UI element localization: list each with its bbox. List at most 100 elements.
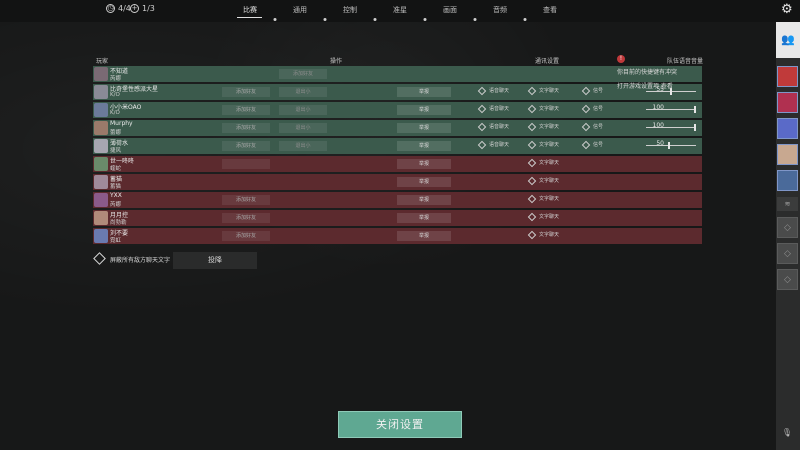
report-button[interactable]: 举报 bbox=[397, 177, 451, 187]
ping-toggle[interactable]: 信号 bbox=[581, 140, 603, 149]
volume-value: 100 bbox=[652, 104, 664, 111]
table-row-enemy: 蓄猫 蓄猫 举报 文字聊天 bbox=[93, 174, 702, 190]
leave-party-button[interactable]: 退出小 bbox=[279, 87, 327, 97]
add-friend-button[interactable]: 添加好友 bbox=[222, 141, 270, 151]
text-chat-label: 文字聊天 bbox=[539, 142, 560, 148]
report-button[interactable]: 举报 bbox=[397, 195, 451, 205]
voice-chat-toggle[interactable]: 语音聊天 bbox=[477, 122, 509, 131]
tab-match[interactable]: 比赛 bbox=[243, 6, 257, 14]
ping-toggle[interactable]: 信号 bbox=[581, 122, 603, 131]
text-chat-toggle[interactable]: 文字聊天 bbox=[527, 230, 559, 239]
add-friend-button[interactable]: 添加好友 bbox=[222, 213, 270, 223]
player-name: 不知道 bbox=[110, 68, 129, 75]
avatar bbox=[94, 175, 108, 189]
warning-icon: ! bbox=[617, 55, 625, 63]
friend-portrait[interactable] bbox=[777, 92, 798, 113]
ping-label: 信号 bbox=[593, 88, 604, 94]
clock-icon: ◷ bbox=[106, 4, 115, 13]
agent-name: 蝰蛇 bbox=[110, 166, 122, 172]
add-friend-button[interactable]: 添加好友 bbox=[222, 105, 270, 115]
tab-crosshair[interactable]: 准星 bbox=[393, 6, 407, 14]
diamond-check-icon bbox=[527, 230, 537, 239]
friend-portrait[interactable] bbox=[777, 144, 798, 165]
friend-portrait[interactable] bbox=[777, 118, 798, 139]
friend-portrait[interactable] bbox=[777, 66, 798, 87]
party-divider-icon: ≋ bbox=[777, 197, 798, 211]
mute-enemy-text-label: 屏蔽所有敌方聊天文字 bbox=[110, 257, 171, 264]
keybind-conflict-warning: 你目前的快捷键有冲突 bbox=[617, 69, 678, 76]
tab-video[interactable]: 画面 bbox=[443, 6, 457, 14]
text-chat-toggle[interactable]: 文字聊天 bbox=[527, 158, 559, 167]
agent-name: 捷风 bbox=[110, 148, 122, 154]
mic-icon[interactable]: 🎙 bbox=[781, 428, 792, 437]
add-friend-button[interactable]: 添加好友 bbox=[222, 195, 270, 205]
table-row-enemy: 月月控 尚勃勒 添加好友 举报 文字聊天 bbox=[93, 210, 702, 226]
report-button[interactable]: 举报 bbox=[397, 231, 451, 241]
report-button[interactable]: 举报 bbox=[397, 141, 451, 151]
diamond-check-icon bbox=[477, 122, 487, 131]
volume-slider[interactable] bbox=[646, 88, 696, 95]
volume-slider-knob[interactable] bbox=[694, 124, 696, 131]
queue-counter: + 1/3 bbox=[130, 4, 155, 13]
text-chat-toggle[interactable]: 文字聊天 bbox=[527, 104, 559, 113]
surrender-button[interactable]: 投降 bbox=[173, 252, 257, 269]
avatar bbox=[94, 211, 108, 225]
voice-chat-toggle[interactable]: 语音聊天 bbox=[477, 104, 509, 113]
add-friend-button[interactable]: 添加好友 bbox=[222, 123, 270, 133]
leave-party-button[interactable]: 退出小 bbox=[279, 123, 327, 133]
text-chat-toggle[interactable]: 文字聊天 bbox=[527, 140, 560, 149]
leave-party-button[interactable]: 退出小 bbox=[279, 105, 327, 115]
player-name: 小小米OAO bbox=[110, 104, 142, 111]
diamond-check-icon bbox=[581, 86, 591, 95]
tab-audio[interactable]: 音频 bbox=[493, 6, 507, 14]
player-name: 薄荷水 bbox=[110, 140, 129, 147]
volume-slider[interactable] bbox=[646, 124, 696, 131]
add-friend-button[interactable]: 添加好友 bbox=[222, 231, 270, 241]
leave-party-button[interactable]: 退出小 bbox=[279, 141, 327, 151]
ping-toggle[interactable]: 信号 bbox=[581, 104, 603, 113]
diamond-check-icon bbox=[527, 194, 537, 203]
text-chat-toggle[interactable]: 文字聊天 bbox=[527, 212, 560, 221]
add-friend-button[interactable]: 添加好友 bbox=[279, 69, 327, 79]
voice-chat-toggle[interactable]: 语音聊天 bbox=[477, 140, 509, 149]
text-chat-toggle[interactable]: 文字聊天 bbox=[527, 194, 559, 203]
agent-name: 尚勃勒 bbox=[110, 220, 127, 226]
text-chat-label: 文字聊天 bbox=[539, 214, 560, 220]
friend-portrait[interactable] bbox=[777, 170, 798, 191]
people-icon[interactable]: 👥 bbox=[776, 22, 800, 58]
tab-controls[interactable]: 控制 bbox=[343, 6, 357, 14]
volume-slider[interactable] bbox=[646, 106, 696, 113]
avatar bbox=[94, 229, 108, 243]
volume-slider-knob[interactable] bbox=[694, 106, 696, 113]
tab-separator-dot bbox=[473, 18, 477, 21]
text-chat-toggle[interactable]: 文字聊天 bbox=[527, 176, 559, 185]
player-name: Murphy bbox=[110, 120, 133, 127]
agent-name: 蓄猫 bbox=[110, 184, 122, 190]
report-button[interactable]: 举报 bbox=[397, 159, 451, 169]
volume-slider-knob[interactable] bbox=[670, 88, 672, 95]
empty-slot[interactable]: ◇ bbox=[777, 217, 798, 238]
voice-chat-toggle[interactable]: 语音聊天 bbox=[477, 86, 509, 95]
text-chat-toggle[interactable]: 文字聊天 bbox=[527, 122, 559, 131]
tab-view[interactable]: 查看 bbox=[543, 6, 557, 14]
report-button[interactable]: 举报 bbox=[397, 105, 451, 115]
report-button[interactable]: 举报 bbox=[397, 87, 451, 97]
volume-slider[interactable] bbox=[646, 142, 696, 149]
volume-slider-knob[interactable] bbox=[667, 142, 670, 149]
gear-icon[interactable]: ⚙ bbox=[781, 2, 793, 17]
text-chat-toggle[interactable]: 文字聊天 bbox=[527, 86, 560, 95]
report-button[interactable]: 举报 bbox=[397, 213, 451, 223]
diamond-check-icon bbox=[527, 122, 537, 131]
queue-counter-text: 1/3 bbox=[142, 4, 155, 13]
agent-name: 芮娜 bbox=[110, 202, 122, 208]
empty-slot[interactable]: ◇ bbox=[777, 269, 798, 290]
report-button[interactable]: 举报 bbox=[397, 123, 451, 133]
tab-general[interactable]: 通用 bbox=[293, 6, 307, 14]
add-friend-button[interactable]: 添加好友 bbox=[222, 87, 270, 97]
ping-toggle[interactable]: 信号 bbox=[581, 86, 604, 95]
add-friend-button-disabled bbox=[222, 159, 270, 169]
player-name: 月月控 bbox=[110, 212, 129, 219]
empty-slot[interactable]: ◇ bbox=[777, 243, 798, 264]
close-settings-button[interactable]: 关闭设置 bbox=[338, 411, 462, 438]
text-chat-label: 文字聊天 bbox=[539, 88, 560, 94]
